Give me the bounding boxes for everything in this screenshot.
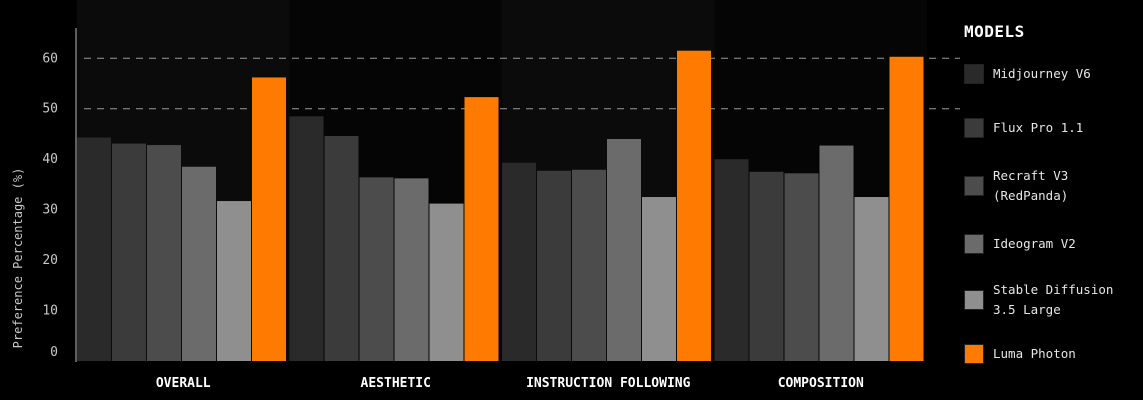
legend-label: Ideogram V2 xyxy=(993,236,1076,251)
bar-midjourney-v6-overall xyxy=(77,137,111,361)
bar-stable-diffusion-3.5-large-instruction-following xyxy=(642,197,676,361)
legend-item: Luma Photon xyxy=(964,344,1143,364)
bar-luma-photon-instruction-following xyxy=(677,50,711,362)
legend-title: MODELS xyxy=(964,22,1025,41)
bar-flux-pro-1.1-composition xyxy=(749,171,784,361)
legend-swatch xyxy=(964,64,984,84)
bar-ideogram-v2-composition xyxy=(819,145,854,361)
legend-swatch xyxy=(964,290,984,310)
bar-midjourney-v6-aesthetic xyxy=(289,116,324,361)
legend-swatch xyxy=(964,234,984,254)
legend-swatch xyxy=(964,344,984,364)
bar-flux-pro-1.1-instruction-following xyxy=(537,170,571,361)
bar-luma-photon-composition xyxy=(889,56,924,361)
legend: MODELS Midjourney V6 Flux Pro 1.1 Recraft … xyxy=(964,22,1139,364)
bar-ideogram-v2-instruction-following xyxy=(607,139,641,361)
bar-chart: 0 10 20 30 40 50 60 OVERALL AESTHETIC INSTRUCTIO… xyxy=(11,0,960,391)
bar-midjourney-v6-instruction-following xyxy=(502,162,536,361)
y-tick-label: 30 xyxy=(42,203,58,218)
legend-item: Ideogram V2 xyxy=(964,234,1143,254)
category-label: INSTRUCTION FOLLOWING xyxy=(526,376,691,391)
bar-midjourney-v6-composition xyxy=(714,159,749,361)
category-label: OVERALL xyxy=(156,376,211,391)
bar-recraft-v3-(redpanda)-overall xyxy=(147,145,181,361)
legend-item: Flux Pro 1.1 xyxy=(964,118,1143,138)
y-tick-label: 10 xyxy=(42,304,58,319)
y-tick-label: 50 xyxy=(42,102,58,117)
bar-recraft-v3-(redpanda)-instruction-following xyxy=(572,169,606,361)
bar-flux-pro-1.1-overall xyxy=(112,143,146,361)
legend-label: Midjourney V6 xyxy=(993,66,1091,81)
bar-luma-photon-aesthetic xyxy=(464,97,499,361)
y-axis-label: Preference Percentage (%) xyxy=(11,168,25,349)
legend-label: Stable Diffusion 3.5 Large xyxy=(993,282,1114,317)
bar-ideogram-v2-overall xyxy=(182,166,216,361)
bar-stable-diffusion-3.5-large-composition xyxy=(854,197,889,361)
y-tick-label: 0 xyxy=(50,345,58,360)
legend-label: Flux Pro 1.1 xyxy=(993,120,1084,135)
y-tick-label: 40 xyxy=(42,152,58,167)
legend-swatch xyxy=(964,118,984,138)
category-label: AESTHETIC xyxy=(361,376,431,391)
bar-stable-diffusion-3.5-large-aesthetic xyxy=(429,203,464,361)
legend-label: Recraft V3 (RedPanda) xyxy=(993,168,1069,203)
bar-stable-diffusion-3.5-large-overall xyxy=(217,201,251,361)
bar-recraft-v3-(redpanda)-composition xyxy=(784,173,819,361)
bar-flux-pro-1.1-aesthetic xyxy=(324,135,359,361)
legend-item: Stable Diffusion 3.5 Large xyxy=(964,280,1143,320)
y-tick-label: 20 xyxy=(42,253,58,268)
bar-ideogram-v2-aesthetic xyxy=(394,178,429,361)
bar-recraft-v3-(redpanda)-aesthetic xyxy=(359,177,394,361)
legend-item: Midjourney V6 xyxy=(964,64,1143,84)
legend-label: Luma Photon xyxy=(993,346,1076,361)
y-tick-label: 60 xyxy=(42,51,58,66)
legend-swatch xyxy=(964,176,984,196)
legend-item: Recraft V3 (RedPanda) xyxy=(964,166,1143,206)
category-label: COMPOSITION xyxy=(778,376,864,391)
bar-luma-photon-overall xyxy=(252,77,286,361)
